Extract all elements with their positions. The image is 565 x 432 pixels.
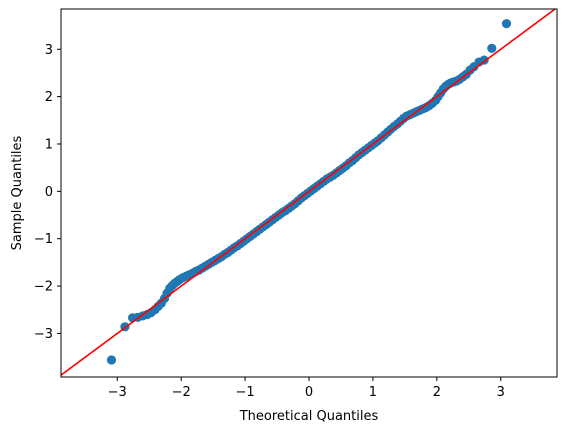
x-tick-label: 1 [369, 385, 377, 400]
x-tick-label: 3 [497, 385, 505, 400]
x-axis-title: Theoretical Quantiles [239, 409, 379, 424]
x-tick-label: −1 [235, 385, 254, 400]
x-tick-label: −2 [172, 385, 191, 400]
y-tick-label: 2 [45, 90, 53, 105]
x-tick-label: −3 [108, 385, 127, 400]
reference-line [61, 9, 557, 377]
x-tick-label: 2 [433, 385, 441, 400]
y-tick-label: 3 [45, 43, 53, 58]
y-tick-label: −1 [34, 232, 53, 247]
x-tick-label: 0 [305, 385, 313, 400]
x-axis: −3 −2 −1 0 1 2 3 [108, 377, 505, 400]
y-tick-label: −2 [34, 280, 53, 295]
data-point [501, 19, 512, 29]
data-point [487, 43, 497, 53]
y-tick-label: 1 [45, 137, 53, 152]
y-axis-title: Sample Quantiles [10, 135, 25, 250]
y-tick-label: −3 [34, 327, 53, 342]
y-tick-label: 0 [45, 185, 53, 200]
y-axis: −3 −2 −1 0 1 2 3 [34, 43, 61, 342]
data-point [106, 355, 117, 365]
